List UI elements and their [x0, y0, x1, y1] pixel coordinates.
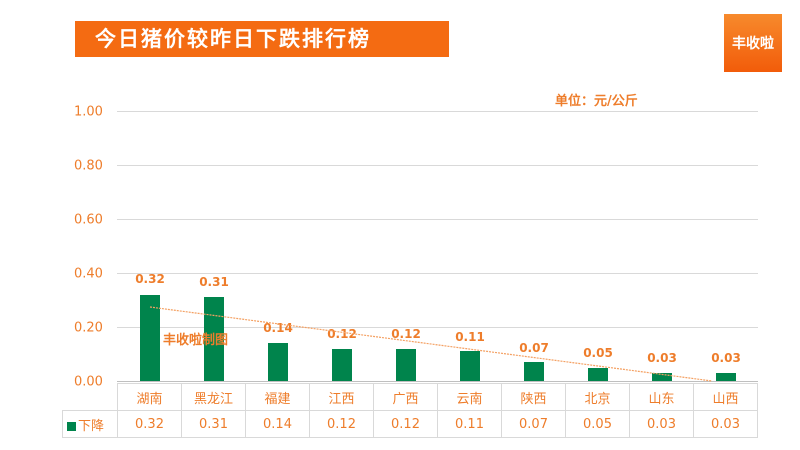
category-label: 黑龙江: [181, 383, 246, 411]
bar-shandong: [652, 373, 672, 381]
value-cell: 0.05: [565, 410, 630, 438]
bar-value-label: 0.32: [135, 272, 165, 286]
value-cell: 0.07: [501, 410, 566, 438]
bar-hunan: [140, 295, 160, 381]
bar-guangxi: [396, 349, 416, 381]
y-tick-label: 1.00: [74, 104, 103, 120]
category-label: 山西: [693, 383, 758, 411]
bar-yunnan: [460, 351, 480, 381]
bar-value-label: 0.03: [711, 351, 741, 365]
x-axis-line: [117, 381, 758, 382]
y-tick-label: 0.40: [74, 266, 103, 282]
y-tick-label: 0.20: [74, 320, 103, 336]
category-label: 湖南: [117, 383, 182, 411]
value-cell: 0.31: [181, 410, 246, 438]
bar-shanxi: [716, 373, 736, 381]
category-label: 北京: [565, 383, 630, 411]
bar-value-label: 0.03: [647, 351, 677, 365]
category-label: 江西: [309, 383, 374, 411]
legend-entry: 下降: [62, 410, 118, 438]
bar-value-label: 0.07: [519, 341, 549, 355]
category-label: 广西: [373, 383, 438, 411]
gridline-1.00: [117, 111, 758, 112]
gridline-0.60: [117, 219, 758, 220]
category-label: 山东: [629, 383, 694, 411]
category-label: 云南: [437, 383, 502, 411]
y-tick-label: 0.60: [74, 212, 103, 228]
bar-value-label: 0.14: [263, 321, 293, 335]
gridline-0.40: [117, 273, 758, 274]
series-label: 下降: [78, 418, 105, 434]
bar-jiangxi: [332, 349, 352, 381]
category-label: 陕西: [501, 383, 566, 411]
bar-value-label: 0.12: [391, 327, 421, 341]
bar-fujian: [268, 343, 288, 381]
bar-value-label: 0.12: [327, 327, 357, 341]
value-cell: 0.32: [117, 410, 182, 438]
brand-logo: 丰收啦: [724, 14, 782, 72]
bar-value-label: 0.31: [199, 275, 229, 289]
gridline-0.80: [117, 165, 758, 166]
bar-beijing: [588, 368, 608, 381]
table-row-categories: 湖南 黑龙江 福建 江西 广西 云南 陕西 北京 山东 山西: [62, 383, 758, 411]
value-cell: 0.14: [245, 410, 310, 438]
unit-label: 单位：元/公斤: [555, 94, 638, 109]
watermark: 丰收啦制图: [163, 333, 229, 348]
bar-shaanxi: [524, 362, 544, 381]
y-tick-label: 0.80: [74, 158, 103, 174]
value-cell: 0.03: [629, 410, 694, 438]
bar-value-label: 0.05: [583, 346, 613, 360]
table-corner: [62, 383, 118, 411]
category-label: 福建: [245, 383, 310, 411]
data-table: 湖南 黑龙江 福建 江西 广西 云南 陕西 北京 山东 山西 下降 0.32 0…: [62, 383, 758, 438]
value-cell: 0.03: [693, 410, 758, 438]
legend-swatch-icon: [67, 421, 76, 431]
value-cell: 0.11: [437, 410, 502, 438]
table-row-values: 下降 0.32 0.31 0.14 0.12 0.12 0.11 0.07 0.…: [62, 410, 758, 438]
chart-title-banner: 今日猪价较昨日下跌排行榜: [75, 21, 449, 57]
value-cell: 0.12: [309, 410, 374, 438]
bar-value-label: 0.11: [455, 330, 485, 344]
value-cell: 0.12: [373, 410, 438, 438]
